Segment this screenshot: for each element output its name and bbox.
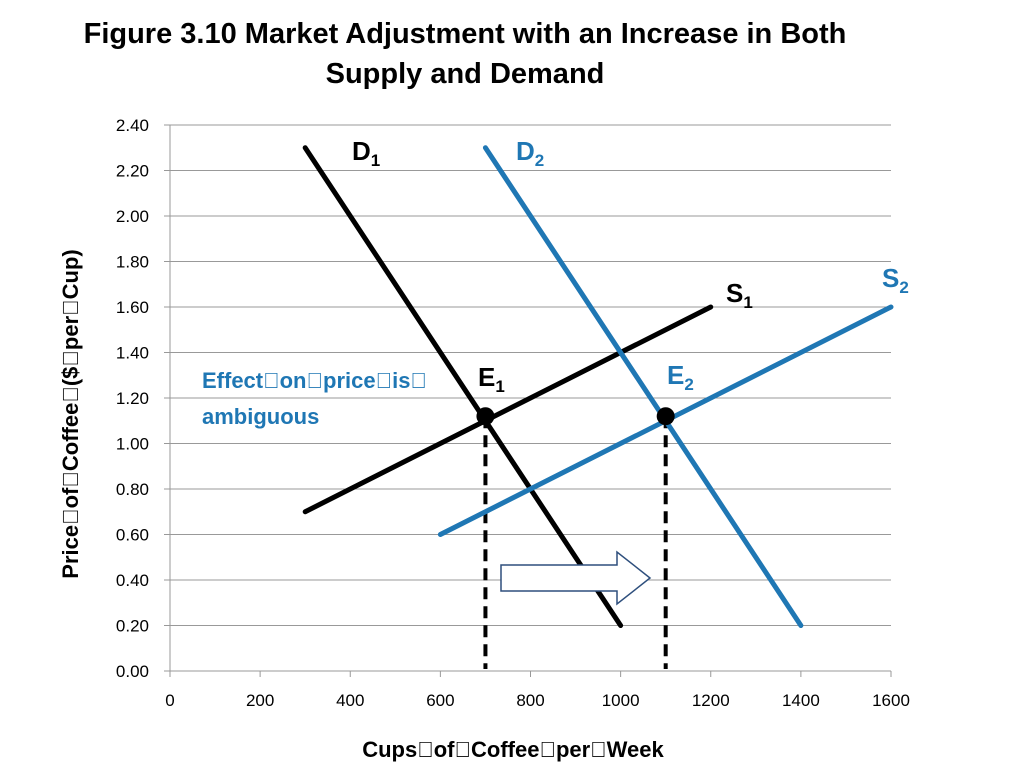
y-axis-title: Price of Coffee ($ per Cup) [58, 249, 83, 578]
chart-title-line2: Supply and Demand [325, 58, 605, 90]
y-tick-label: 0.40 [116, 571, 149, 590]
curve-d1 [302, 145, 624, 628]
label-d2: D2 [516, 136, 544, 170]
x-tick-label: 1600 [872, 691, 910, 710]
x-tick-label: 0 [165, 691, 174, 710]
axes [164, 124, 892, 677]
label-letter: E [478, 362, 495, 392]
y-tick-label: 1.40 [116, 344, 149, 363]
label-subscript: 1 [495, 377, 504, 396]
y-tick-label: 0.60 [116, 526, 149, 545]
y-tick-label: 1.80 [116, 253, 149, 272]
y-tick-labels: 0.00 0.20 0.40 0.60 0.80 1.00 1.20 1.40 1.60 1.80… [116, 116, 149, 681]
label-letter: S [882, 263, 899, 293]
label-d1: D1 [352, 136, 380, 170]
x-tick-label: 200 [246, 691, 274, 710]
equilibrium-point-e1 [476, 407, 495, 426]
x-axis-title: Cups of Coffee per Week [362, 737, 664, 762]
label-s1: S1 [726, 278, 753, 312]
y-tick-label: 0.20 [116, 617, 149, 636]
label-letter: E [667, 360, 684, 390]
x-tick-label: 1000 [602, 691, 640, 710]
curve-d2 [482, 145, 804, 628]
chart-title: Figure 3.10 Market Adjustment with an In… [0, 14, 930, 94]
x-tick-label: 400 [336, 691, 364, 710]
equilibrium-points [476, 407, 675, 426]
label-subscript: 2 [684, 375, 693, 394]
gridlines [170, 124, 891, 626]
y-tick-label: 1.60 [116, 298, 149, 317]
annotation-line2: ambiguous [202, 404, 319, 429]
equilibrium-droplines [483, 416, 668, 669]
label-subscript: 2 [899, 278, 908, 297]
x-tick-label: 1400 [782, 691, 820, 710]
y-tick-label: 0.00 [116, 662, 149, 681]
label-e1: E1 [478, 362, 505, 396]
label-subscript: 1 [371, 151, 380, 170]
right-shift-arrow [500, 550, 652, 606]
label-letter: D [516, 136, 535, 166]
y-tick-label: 0.80 [116, 480, 149, 499]
label-letter: D [352, 136, 371, 166]
x-tick-label: 800 [516, 691, 544, 710]
shift-arrow [500, 550, 652, 606]
annotation-line1: Effect on price is  [202, 368, 427, 393]
x-tick-label: 600 [426, 691, 454, 710]
label-s2: S2 [882, 263, 909, 297]
x-tick-label: 1200 [692, 691, 730, 710]
x-tick-labels: 0 200 400 600 800 1000 1200 1400 1600 [165, 691, 910, 710]
chart-title-line1: Figure 3.10 Market Adjustment with an In… [83, 18, 847, 50]
y-tick-label: 2.20 [116, 162, 149, 181]
label-e2: E2 [667, 360, 694, 394]
y-tick-label: 2.00 [116, 207, 149, 226]
label-subscript: 2 [535, 151, 544, 170]
label-letter: S [726, 278, 743, 308]
curve-s1 [302, 304, 714, 515]
y-tick-label: 2.40 [116, 116, 149, 135]
equilibrium-point-e2 [656, 407, 675, 426]
y-tick-label: 1.00 [116, 435, 149, 454]
y-tick-label: 1.20 [116, 389, 149, 408]
label-subscript: 1 [743, 293, 752, 312]
